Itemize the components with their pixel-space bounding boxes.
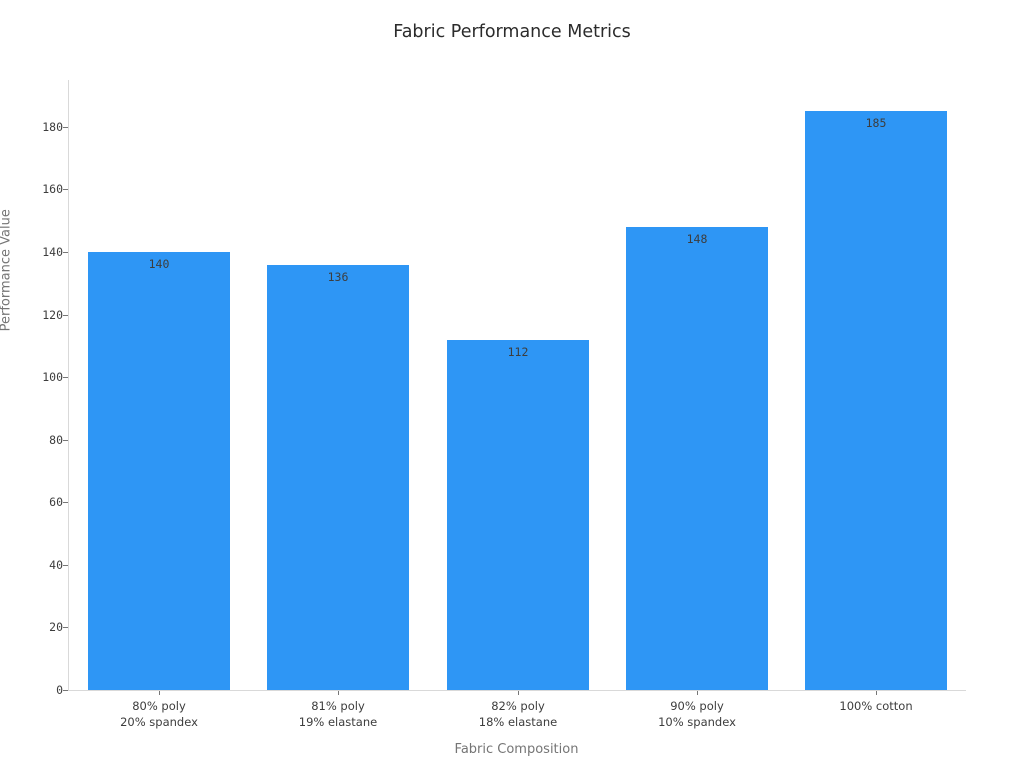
y-tick-label: 140 xyxy=(42,245,63,260)
y-tick-label: 120 xyxy=(42,307,63,322)
y-tick-label: 20 xyxy=(49,620,63,635)
x-tick-mark xyxy=(518,691,519,695)
y-tick-mark xyxy=(63,564,68,566)
bar-value-label: 185 xyxy=(865,116,887,130)
bar: 112 xyxy=(447,340,589,690)
x-tick-label: 90% poly 10% spandex xyxy=(658,699,736,729)
y-tick-label: 100 xyxy=(42,370,63,385)
x-tick-label: 100% cotton xyxy=(839,699,913,713)
x-tick-label: 81% poly 19% elastane xyxy=(298,699,378,729)
bar-value-label: 148 xyxy=(686,232,708,246)
x-tick-mark xyxy=(338,691,339,695)
y-tick-mark xyxy=(63,502,68,504)
bar-value-label: 140 xyxy=(148,257,170,271)
bar: 140 xyxy=(88,252,230,690)
y-tick-mark xyxy=(63,252,68,254)
y-tick-label: 40 xyxy=(49,557,63,572)
x-axis-title: Fabric Composition xyxy=(454,742,579,757)
x-tick-mark xyxy=(697,691,698,695)
y-tick-mark xyxy=(63,314,68,316)
bar: 136 xyxy=(267,265,409,690)
chart-title: Fabric Performance Metrics xyxy=(393,22,631,42)
x-tick-mark xyxy=(876,691,877,695)
x-tick-label: 80% poly 20% spandex xyxy=(120,699,198,729)
x-tick-label: 82% poly 18% elastane xyxy=(478,699,558,729)
x-tick-mark xyxy=(159,691,160,695)
bar: 185 xyxy=(805,111,947,690)
bar: 148 xyxy=(626,227,768,690)
bar-value-label: 112 xyxy=(507,345,529,359)
y-tick-label: 160 xyxy=(42,182,63,197)
y-tick-label: 0 xyxy=(56,683,63,697)
y-tick-mark xyxy=(63,126,68,128)
y-tick-label: 180 xyxy=(42,119,63,134)
y-tick-mark xyxy=(63,690,68,691)
y-tick-mark xyxy=(63,439,68,441)
y-tick-label: 60 xyxy=(49,495,63,510)
y-tick-mark xyxy=(63,377,68,379)
y-tick-mark xyxy=(63,189,68,191)
plot-area: 0 20 40 60 80 100 120 140 160 180 140 80% poly 20% … xyxy=(42,80,966,729)
y-tick-label: 80 xyxy=(49,432,63,447)
bar-value-label: 136 xyxy=(327,270,349,284)
y-tick-mark xyxy=(63,627,68,629)
